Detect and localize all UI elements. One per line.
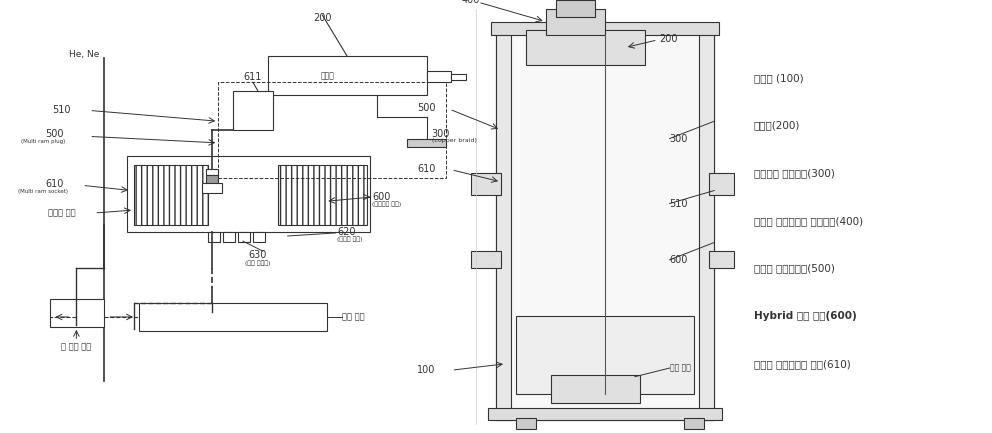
Text: (고화냉매 자켓): (고화냉매 자켓) <box>372 202 401 207</box>
Text: 611: 611 <box>244 72 262 82</box>
Text: Hybrid 냉매 자켓(600): Hybrid 냉매 자켓(600) <box>754 311 857 321</box>
Bar <box>709 173 734 195</box>
Text: 620: 620 <box>337 226 356 237</box>
Bar <box>278 165 367 225</box>
Bar <box>407 139 446 147</box>
Text: 극 저온 펌프: 극 저온 펌프 <box>62 342 91 351</box>
Bar <box>516 316 694 394</box>
Text: 냉동기: 냉동기 <box>320 71 334 80</box>
Text: 300: 300 <box>670 133 688 144</box>
Text: 열전도 개폐스위치 소켓(610): 열전도 개폐스위치 소켓(610) <box>754 359 851 369</box>
Text: (copper braid): (copper braid) <box>432 138 476 143</box>
Bar <box>238 232 250 242</box>
Text: 200: 200 <box>313 13 331 23</box>
Text: 회전자 코일: 회전자 코일 <box>48 209 75 217</box>
Bar <box>516 418 536 429</box>
Text: 500: 500 <box>46 129 63 139</box>
Bar <box>488 408 722 420</box>
Text: 열전도 개폐스위치 구동장치(400): 열전도 개폐스위치 구동장치(400) <box>754 216 863 226</box>
Bar <box>208 232 220 242</box>
Text: (구리 냉각핀): (구리 냉각핀) <box>245 260 271 265</box>
Bar <box>139 303 327 331</box>
Text: 600: 600 <box>670 255 688 265</box>
Bar <box>496 26 714 420</box>
Text: 냉매 탱크: 냉매 탱크 <box>670 364 690 372</box>
Bar <box>268 56 427 95</box>
Bar <box>551 375 640 403</box>
Text: 610: 610 <box>418 164 435 174</box>
Text: 냉동기(200): 냉동기(200) <box>754 120 801 131</box>
Bar <box>699 26 714 420</box>
Text: 510: 510 <box>670 198 688 209</box>
Bar <box>206 169 218 175</box>
Text: (Multi ram socket): (Multi ram socket) <box>18 189 67 194</box>
Bar <box>233 91 273 130</box>
Bar <box>218 82 446 178</box>
Text: He, Ne: He, Ne <box>69 50 99 58</box>
Bar <box>127 156 370 232</box>
Text: (무산소 동선): (무산소 동선) <box>337 236 363 242</box>
Bar <box>471 173 501 195</box>
Bar <box>206 175 218 184</box>
Bar <box>50 299 104 327</box>
Bar <box>491 22 719 35</box>
Text: 200: 200 <box>660 34 679 44</box>
Bar <box>496 26 511 420</box>
Bar <box>427 71 451 82</box>
Bar <box>451 74 466 80</box>
Bar <box>684 418 704 429</box>
Bar <box>546 9 605 35</box>
Text: 500: 500 <box>418 103 435 113</box>
Text: 100: 100 <box>418 365 435 375</box>
Bar <box>223 232 235 242</box>
Text: 열전달용 브레이드(300): 열전달용 브레이드(300) <box>754 168 835 178</box>
Bar <box>526 30 645 65</box>
Text: 400: 400 <box>462 0 480 5</box>
Text: 610: 610 <box>46 179 63 189</box>
Bar <box>134 165 208 225</box>
Bar <box>471 251 501 268</box>
Text: (Multi ram plug): (Multi ram plug) <box>21 139 64 144</box>
Text: 600: 600 <box>372 192 391 202</box>
Text: 300: 300 <box>432 129 450 139</box>
Bar <box>556 0 595 17</box>
Text: 냉각조 (100): 냉각조 (100) <box>754 73 804 83</box>
Text: 열전도 개폐스위치(500): 열전도 개폐스위치(500) <box>754 263 835 274</box>
Text: 510: 510 <box>53 105 70 116</box>
Bar <box>202 183 222 193</box>
Bar <box>709 251 734 268</box>
Text: 냉매 탱크: 냉매 탱크 <box>342 313 365 321</box>
Text: 630: 630 <box>249 250 267 261</box>
Bar <box>253 232 265 242</box>
